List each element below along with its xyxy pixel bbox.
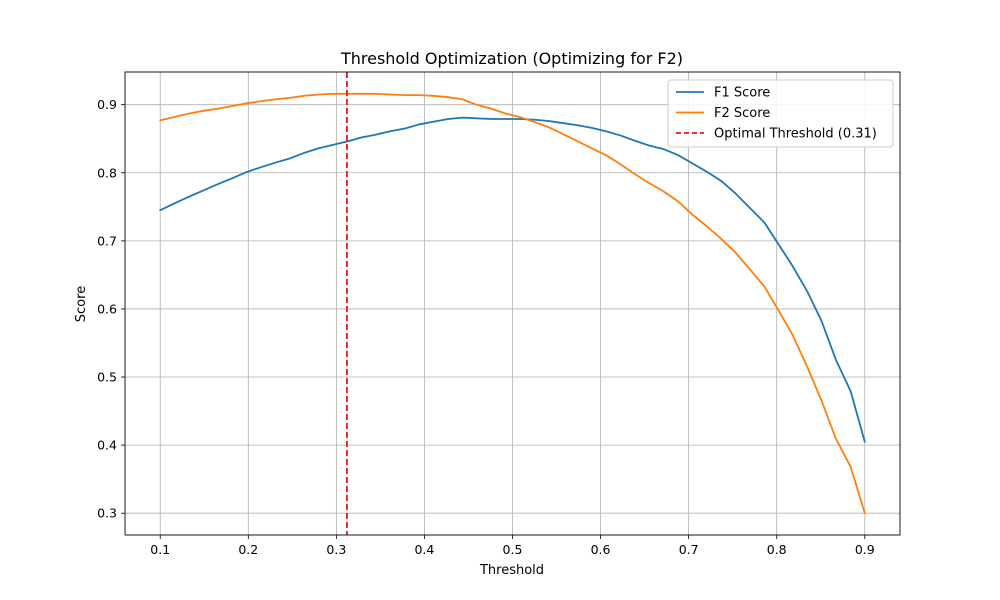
y-tick-label: 0.6 (97, 301, 117, 316)
y-tick-label: 0.9 (97, 97, 117, 112)
x-tick-label: 0.3 (326, 542, 346, 557)
legend-label: Optimal Threshold (0.31) (714, 127, 877, 142)
legend-box (667, 79, 894, 148)
x-tick-label: 0.8 (767, 542, 787, 557)
x-tick-label: 0.2 (238, 542, 258, 557)
chart-title: Threshold Optimization (Optimizing for F… (340, 49, 683, 68)
x-axis-label: Threshold (479, 563, 544, 578)
legend: F1 Score F2 Score Optimal Threshold (0.31) (667, 79, 894, 148)
x-tick-label: 0.9 (855, 542, 875, 557)
plot-lines (159, 72, 866, 535)
f2-score-line (159, 92, 866, 515)
legend-label: F1 Score (714, 86, 770, 101)
y-axis-label: Score (74, 286, 89, 322)
x-tick-label: 0.5 (503, 542, 523, 557)
y-tick-label: 0.4 (97, 438, 117, 453)
legend-label: F2 Score (714, 106, 770, 121)
grid-lines (125, 72, 900, 535)
x-axis: 0.1 0.2 0.3 0.4 0.5 0.6 0.7 0.8 0.9 (150, 535, 875, 557)
y-tick-label: 0.3 (97, 506, 117, 521)
y-axis: 0.3 0.4 0.5 0.6 0.7 0.8 0.9 (97, 97, 125, 521)
y-tick-label: 0.8 (97, 165, 117, 180)
x-tick-label: 0.4 (414, 542, 434, 557)
y-tick-label: 0.7 (97, 233, 117, 248)
y-tick-label: 0.5 (97, 370, 117, 385)
x-tick-label: 0.1 (150, 542, 170, 557)
x-tick-label: 0.6 (591, 542, 611, 557)
f1-score-line (159, 116, 866, 443)
x-tick-label: 0.7 (679, 542, 699, 557)
